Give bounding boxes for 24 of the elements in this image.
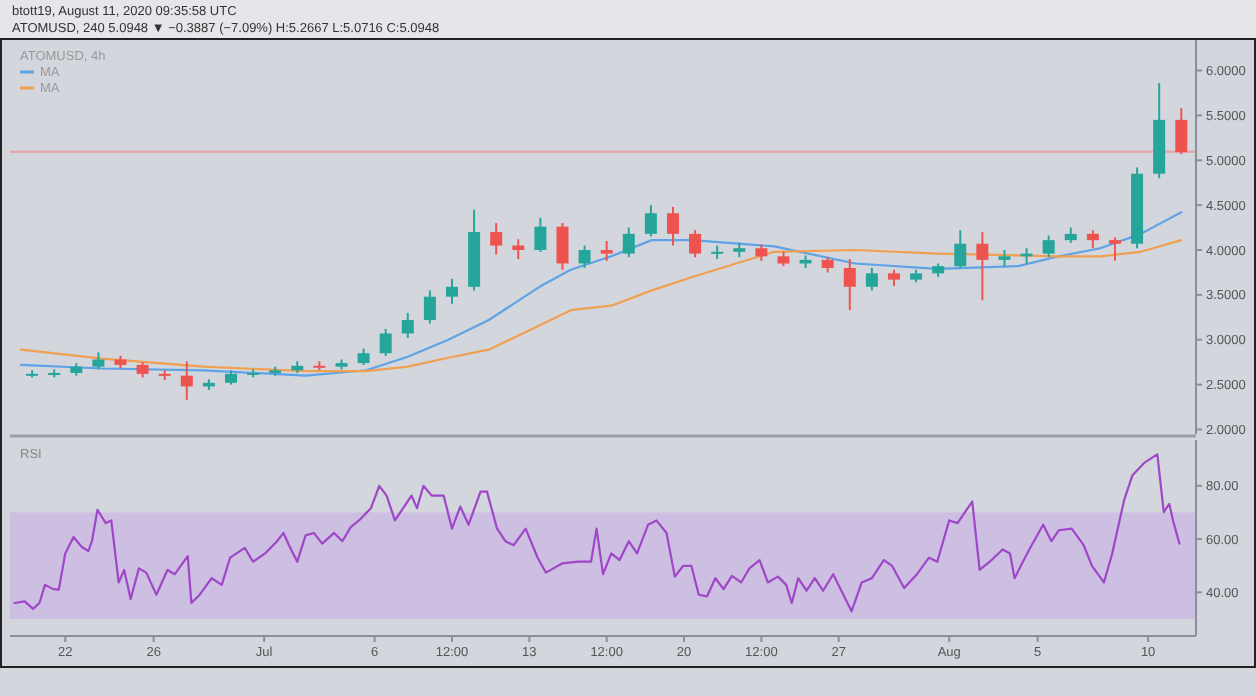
candlestick: [1175, 107, 1188, 155]
candlestick: [490, 222, 503, 256]
candlestick: [1042, 234, 1055, 259]
candlestick: [423, 289, 436, 325]
candlestick: [556, 222, 569, 271]
candlestick: [180, 360, 193, 401]
candlestick: [622, 226, 635, 259]
candlestick: [843, 257, 856, 312]
candlestick: [600, 240, 613, 262]
line-series: [19, 239, 1183, 373]
candlestick: [445, 277, 458, 305]
candlestick: [534, 216, 547, 253]
candlestick: [954, 229, 967, 269]
candlestick: [666, 205, 679, 247]
candlestick: [865, 266, 878, 292]
candlestick: [401, 311, 414, 339]
candlestick: [578, 244, 591, 269]
line-series: [13, 453, 1181, 613]
candlestick: [1108, 236, 1121, 262]
candlestick: [689, 229, 702, 259]
candlestick: [379, 327, 392, 357]
candlestick: [644, 204, 657, 238]
line-series: [19, 211, 1183, 377]
candlestick: [976, 231, 989, 302]
